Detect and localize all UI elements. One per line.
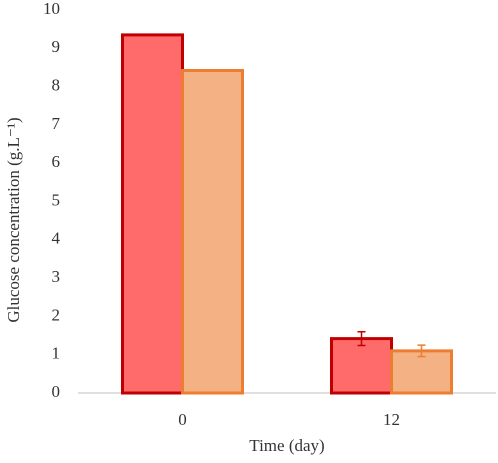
bar: [121, 33, 184, 395]
x-tick-label: 0: [178, 410, 187, 429]
y-tick-label: 1: [52, 344, 61, 363]
bar: [390, 349, 453, 395]
y-tick-label: 2: [52, 305, 61, 324]
x-axis-title: Time (day): [249, 436, 324, 455]
y-tick-label: 3: [52, 267, 61, 286]
error-bar: [417, 344, 426, 358]
y-axis-title: Glucose concentration (g.L⁻¹): [4, 117, 23, 322]
y-tick-label: 0: [52, 382, 61, 401]
error-bar: [357, 330, 366, 347]
bar: [181, 69, 244, 395]
y-tick-label: 4: [52, 229, 61, 248]
bar: [330, 337, 393, 395]
y-tick-label: 9: [52, 37, 61, 56]
y-tick-label: 10: [43, 0, 60, 18]
x-tick-label: 12: [383, 410, 400, 429]
y-tick-label: 5: [52, 190, 61, 209]
y-tick-label: 7: [52, 114, 61, 133]
y-tick-label: 8: [52, 76, 61, 95]
y-tick-label: 6: [52, 152, 61, 171]
